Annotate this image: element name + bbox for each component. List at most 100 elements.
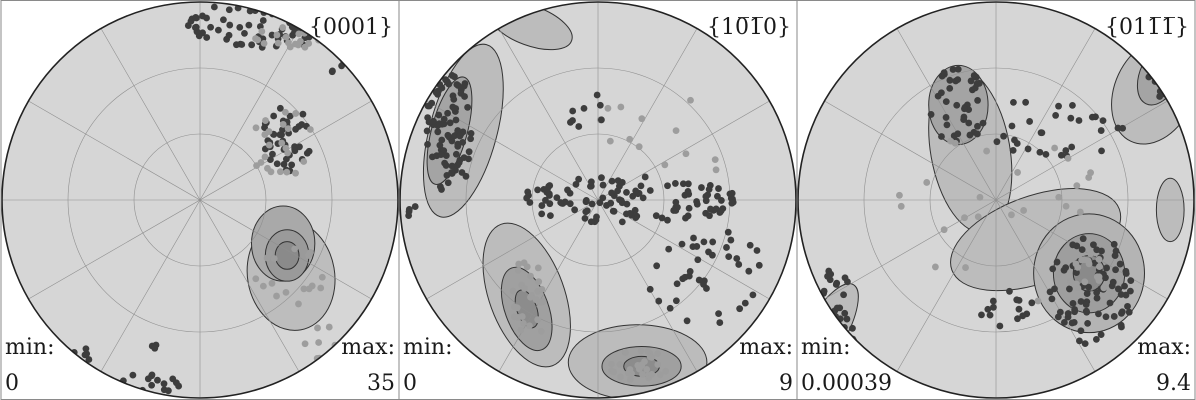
pole-point — [1014, 315, 1021, 323]
pole-point — [582, 198, 590, 206]
pole-point — [705, 185, 713, 193]
pole-point — [292, 110, 300, 117]
pole-point — [1073, 182, 1081, 190]
polar-grid — [798, 2, 1194, 398]
pole-point — [298, 6, 305, 14]
pole-point — [261, 153, 269, 161]
pole-point — [638, 361, 646, 369]
pole-point — [623, 189, 630, 196]
pole-point — [979, 119, 987, 127]
pole-point — [989, 297, 997, 305]
pole-point — [151, 344, 159, 352]
pole-point — [282, 155, 290, 163]
pole-point — [317, 284, 325, 292]
pole-point — [833, 327, 841, 335]
pole-point — [298, 15, 306, 22]
min-value: 0 — [403, 371, 417, 396]
pole-point — [593, 91, 601, 99]
pole-point — [566, 200, 574, 208]
pole-point — [1009, 146, 1017, 154]
pole-point — [946, 84, 954, 92]
pole-point — [405, 208, 413, 215]
pole-point — [160, 380, 168, 388]
pole-point — [519, 319, 527, 327]
pole-point — [967, 77, 975, 85]
pole-point — [1022, 98, 1030, 106]
pole-point — [241, 29, 248, 37]
pole-point — [251, 2, 259, 7]
pole-point — [303, 149, 311, 157]
pole-point — [673, 280, 681, 288]
pole-point — [812, 318, 820, 326]
pole-point — [557, 199, 565, 206]
pole-point — [300, 158, 308, 165]
pole-point — [1102, 313, 1110, 321]
pole-point — [581, 214, 589, 222]
pole-point — [616, 360, 624, 368]
pole-point — [962, 264, 969, 271]
pole-point — [652, 212, 660, 220]
pole-point — [753, 247, 761, 254]
pole-point — [648, 370, 656, 378]
pole-point — [297, 14, 305, 22]
pole-point — [686, 268, 694, 275]
pole-point — [1164, 57, 1172, 65]
pole-point — [1122, 267, 1130, 275]
pole-point — [328, 68, 336, 76]
pole-point — [1028, 299, 1036, 307]
pole-point — [526, 322, 533, 330]
pole-point — [1015, 305, 1023, 313]
pole-point — [423, 127, 431, 135]
pole-point — [682, 214, 689, 222]
pole-point — [1157, 46, 1165, 54]
pole-point — [1064, 310, 1072, 317]
pole-point — [210, 3, 218, 11]
pole-point — [298, 2, 306, 9]
pole-figure-title: {0001} — [309, 15, 393, 40]
pole-point — [626, 135, 634, 143]
pole-point — [462, 172, 470, 180]
pole-point — [1000, 132, 1008, 140]
pole-point — [325, 323, 333, 331]
pole-point — [1124, 302, 1131, 310]
pole-point — [286, 13, 294, 21]
pole-point — [679, 180, 687, 188]
pole-point — [1154, 42, 1162, 50]
pole-point — [1066, 285, 1073, 293]
pole-point — [1161, 62, 1169, 69]
pole-point — [1152, 55, 1160, 62]
pole-point — [599, 194, 607, 202]
pole-point — [291, 40, 299, 48]
pole-point — [843, 315, 851, 323]
pole-point — [1116, 260, 1124, 268]
pole-point — [626, 376, 634, 383]
pole-point — [1095, 310, 1102, 318]
pole-point — [1087, 250, 1095, 258]
pole-point — [1090, 241, 1097, 249]
pole-point — [425, 118, 433, 126]
pole-point — [296, 13, 303, 21]
pole-point — [646, 285, 654, 293]
pole-point — [716, 319, 724, 326]
pole-point — [705, 248, 712, 256]
pole-point — [291, 245, 299, 253]
pole-point — [1093, 246, 1101, 254]
pole-point — [643, 366, 651, 373]
pole-point — [1060, 266, 1068, 274]
pole-point — [940, 69, 948, 77]
pole-point — [301, 340, 309, 348]
pole-point — [464, 103, 471, 111]
pole-point — [1077, 327, 1085, 335]
pole-point — [820, 287, 828, 295]
pole-point — [1127, 277, 1135, 285]
pole-figure-outline — [399, 1, 797, 399]
pole-point — [532, 296, 540, 304]
pole-point — [266, 249, 273, 257]
pole-point — [467, 135, 474, 143]
pole-point — [248, 41, 256, 49]
pole-point — [1154, 64, 1162, 71]
pole-point — [1081, 340, 1089, 348]
pole-point — [538, 202, 546, 209]
pole-point — [542, 196, 549, 204]
pole-point — [961, 214, 968, 222]
